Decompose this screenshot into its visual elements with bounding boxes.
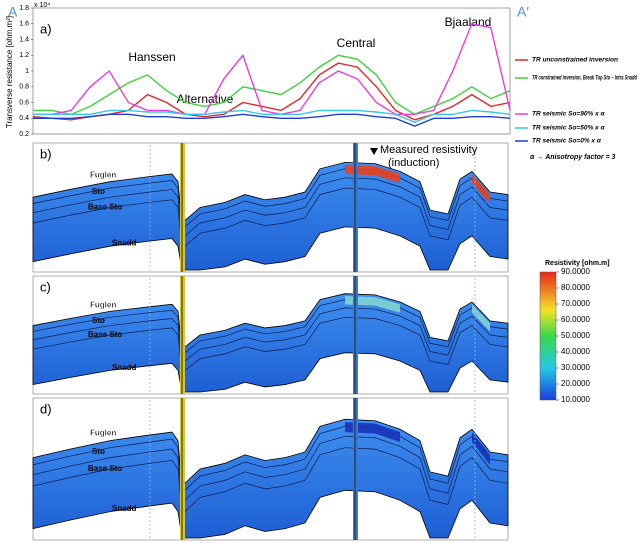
reservoir (472, 173, 490, 204)
horizon-label: Base Sto (88, 330, 122, 339)
section-body (32, 418, 509, 539)
y-tick-label: 1.2 (19, 52, 29, 59)
colorbar-tick-label: 10.0000 (561, 395, 590, 404)
colorbar-tick-label: 80.0000 (561, 283, 590, 292)
horizon (32, 168, 509, 231)
section-body (32, 293, 509, 393)
y-label: Transverse resistance [ohm.m²] (5, 16, 14, 128)
horizon-label: Snadd (112, 504, 137, 513)
horizon (32, 307, 509, 364)
horizon-label: Snadd (112, 363, 137, 372)
horizon-label: Fuglen (90, 429, 116, 438)
marker (370, 148, 378, 155)
y-tick-label: 1.8 (19, 5, 29, 12)
horizon (32, 316, 509, 374)
colorbar (539, 271, 557, 401)
legend-entry: TR seismic So=50% x α (532, 125, 605, 132)
panel-label: c) (40, 279, 51, 294)
legend-entry: TR constrained inversion, Break Top Sto … (532, 75, 637, 82)
colorbar-title: Resistivity [ohm.m] (545, 260, 610, 267)
colorbar-tick-label: 30.0000 (561, 363, 590, 372)
colorbar-tick-label: 20.0000 (561, 379, 590, 388)
section-panel: b) Fuglen Sto Base Sto Snadd (32, 142, 509, 273)
horizon-label: Sto (92, 447, 105, 456)
reservoir (345, 422, 400, 443)
horizon-label: Snadd (112, 239, 137, 248)
colorbar-tick-label: 50.0000 (561, 331, 590, 340)
annotation: α → Anisotropy factor = 3 (530, 154, 616, 161)
horizon-label: Sto (92, 187, 105, 196)
horizon (32, 299, 509, 356)
annotation: Central (337, 36, 376, 50)
panel-label: b) (40, 146, 52, 161)
annotation: Alternative (177, 92, 234, 106)
horizon (32, 426, 509, 494)
y-multiplier: x 10⁴ (34, 2, 50, 9)
reservoir (345, 296, 400, 313)
colorbar-tick-label: 90.0000 (561, 267, 590, 276)
horizon-label: Fuglen (90, 170, 116, 179)
colorbar-tick-label: 40.0000 (561, 347, 590, 356)
well-note: Measured resistivity (induction) (370, 144, 478, 169)
horizon (32, 447, 509, 516)
horizon (32, 435, 509, 504)
horizon-label: Base Sto (88, 203, 122, 212)
series-line (33, 109, 511, 123)
y-tick-label: 0.2 (19, 131, 29, 138)
panel-label: d) (40, 401, 52, 416)
end-label: A′ (517, 4, 529, 20)
horizon (32, 177, 509, 240)
horizon (32, 187, 509, 250)
start-label: A (8, 4, 18, 20)
panel-label: a) (40, 21, 52, 36)
y-tick-label: 1.4 (19, 36, 29, 43)
y-tick-label: 0.8 (19, 84, 29, 91)
legend-entry: TR seismic So=0% x α (532, 138, 602, 145)
legend-entry: TR unconstrained inversion (532, 57, 618, 64)
colorbar-tick-label: 60.0000 (561, 315, 590, 324)
reservoir (472, 304, 490, 332)
y-tick-label: 1 (25, 68, 29, 75)
series-line (33, 113, 511, 127)
reservoir (472, 432, 490, 465)
annotation: Hanssen (128, 50, 175, 64)
y-tick-label: 0.4 (19, 115, 29, 122)
legend-entry: TR seismic So=90% x α (532, 111, 605, 118)
series-line (33, 54, 511, 116)
colorbar-tick-label: 70.0000 (561, 299, 590, 308)
well-annotation: Measured resistivity (380, 144, 478, 156)
section-body (32, 161, 509, 271)
horizon-label: Fuglen (90, 301, 116, 310)
section-panel: d) Fuglen Sto Base Sto Snadd (32, 397, 509, 541)
horizon-label: Base Sto (88, 464, 122, 473)
reservoir (345, 164, 400, 183)
well-annotation: (induction) (388, 157, 439, 169)
series-line (33, 22, 511, 116)
y-tick-label: 1.6 (19, 21, 29, 28)
horizon-label: Sto (92, 316, 105, 325)
section-panel: c) Fuglen Sto Base Sto Snadd (32, 275, 509, 395)
y-tick-label: 0.6 (19, 99, 29, 106)
